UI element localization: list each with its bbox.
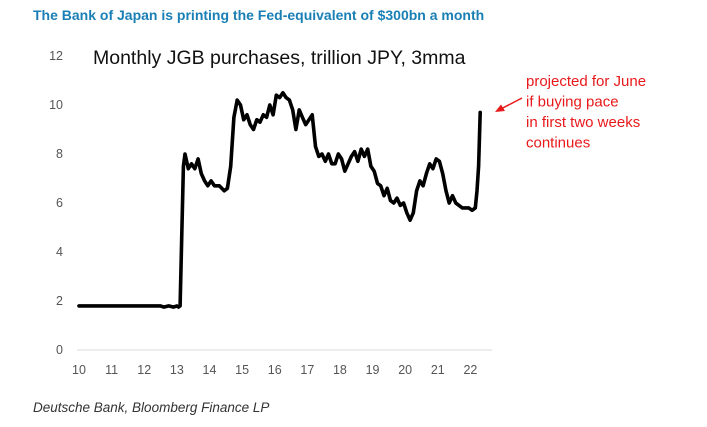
y-axis-ticks: 0 2 4 6 8 10 12: [49, 49, 63, 357]
x-tick-label: 22: [463, 363, 477, 377]
y-tick-label: 12: [49, 49, 63, 63]
source-note: Deutsche Bank, Bloomberg Finance LP: [33, 400, 270, 415]
annotation-arrow-head: [495, 104, 505, 112]
x-tick-label: 13: [170, 363, 184, 377]
annotation-text: projected for June if buying pace in first…: [526, 73, 646, 152]
y-tick-label: 6: [56, 196, 63, 210]
x-tick-label: 21: [431, 363, 445, 377]
annotation-line: in first two weeks: [526, 114, 640, 131]
x-axis-ticks: 10 11 12 13 14 15 16 17 18 19 20 21 22: [72, 363, 477, 377]
annotation-line: if buying pace: [526, 94, 619, 111]
annotation-line: continues: [526, 135, 590, 152]
annotation-projection: projected for June if buying pace in first…: [495, 73, 646, 152]
x-tick-label: 20: [398, 363, 412, 377]
x-tick-label: 18: [333, 363, 347, 377]
x-tick-label: 14: [203, 363, 217, 377]
chart-title: Monthly JGB purchases, trillion JPY, 3mm…: [93, 47, 466, 69]
x-tick-label: 17: [300, 363, 314, 377]
headline: The Bank of Japan is printing the Fed-eq…: [33, 7, 485, 23]
series-line-jgb-purchases: [77, 91, 482, 309]
y-tick-label: 8: [56, 147, 63, 161]
y-tick-label: 4: [56, 245, 63, 259]
x-tick-label: 10: [72, 363, 86, 377]
x-tick-label: 11: [105, 363, 118, 377]
x-tick-label: 19: [366, 363, 380, 377]
x-tick-label: 15: [235, 363, 249, 377]
y-tick-label: 10: [49, 98, 63, 112]
x-tick-label: 16: [268, 363, 282, 377]
x-tick-label: 12: [137, 363, 151, 377]
y-tick-label: 2: [56, 294, 63, 308]
y-tick-label: 0: [56, 343, 63, 357]
annotation-line: projected for June: [526, 73, 646, 90]
